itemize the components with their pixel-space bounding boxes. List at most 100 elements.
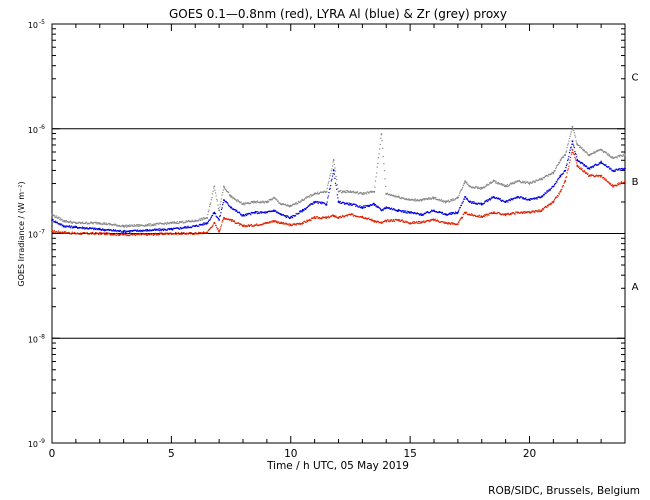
series-dot <box>572 143 574 145</box>
series-dot <box>417 199 420 201</box>
series-dot <box>211 226 213 228</box>
series-1-point-12 <box>230 206 232 209</box>
series-2-point-29 <box>397 195 400 198</box>
series-dot <box>549 189 551 191</box>
series-dot <box>531 181 534 183</box>
series-dot <box>447 223 449 225</box>
series-dot <box>164 232 166 234</box>
series-dot <box>140 230 142 233</box>
series-dot <box>510 214 512 216</box>
series-dot <box>531 182 533 184</box>
series-dot <box>109 234 111 236</box>
series-0-point-6 <box>170 232 173 235</box>
series-dot <box>405 212 408 214</box>
series-dot <box>576 142 578 144</box>
series-dot <box>100 231 102 234</box>
series-dot <box>486 183 488 185</box>
series-dot <box>565 150 568 152</box>
series-dot <box>339 190 341 192</box>
series-dot <box>138 230 140 233</box>
series-1-point-19 <box>301 209 304 212</box>
series-2-point-35 <box>464 180 466 183</box>
series-dot <box>302 209 304 211</box>
series-dot <box>139 225 141 227</box>
series-dot <box>96 223 98 225</box>
series-dot <box>299 211 301 213</box>
series-dot <box>120 234 122 236</box>
series-dot <box>505 215 507 217</box>
series-dot <box>376 166 378 168</box>
series-dot <box>573 145 575 147</box>
series-dot <box>160 229 162 231</box>
series-dot <box>156 233 158 235</box>
series-dot <box>443 222 445 225</box>
series-dot <box>158 233 161 236</box>
series-dot <box>288 225 290 227</box>
series-dot <box>551 201 553 203</box>
series-dot <box>376 206 378 208</box>
series-dot <box>574 156 576 159</box>
series-dot <box>382 222 384 224</box>
series-dot <box>579 145 581 147</box>
series-dot <box>432 218 435 220</box>
series-dot <box>568 156 570 158</box>
series-dot <box>74 225 76 227</box>
series-dot <box>380 208 382 211</box>
series-dot <box>363 207 365 209</box>
series-dot <box>525 197 527 199</box>
series-trace-2 <box>51 127 626 228</box>
series-dot <box>342 190 344 192</box>
series-dot <box>255 224 257 226</box>
series-1-point-25 <box>361 206 364 209</box>
series-dot <box>534 180 536 182</box>
series-dot <box>446 222 448 224</box>
series-dot <box>543 207 545 210</box>
series-dot <box>184 227 186 229</box>
series-dot <box>336 179 338 181</box>
series-dot <box>135 225 137 227</box>
series-dot <box>80 232 82 234</box>
series-0-point-48 <box>588 174 591 177</box>
series-dot <box>510 182 512 184</box>
series-dot <box>595 175 597 178</box>
series-dot <box>546 191 549 193</box>
series-1-point-23 <box>337 201 340 203</box>
series-dot <box>509 198 511 201</box>
series-dot <box>474 202 476 204</box>
series-dot <box>277 211 279 213</box>
series-dot <box>250 202 252 204</box>
series-dot <box>482 215 485 217</box>
series-0-point-5 <box>146 233 149 236</box>
series-dot <box>580 162 582 165</box>
series-dot <box>165 222 167 225</box>
series-dot <box>510 198 512 200</box>
series-1-point-42 <box>540 195 543 198</box>
series-dot <box>63 231 66 233</box>
series-dot <box>143 224 145 227</box>
series-dot <box>376 205 378 207</box>
series-dot <box>57 232 59 234</box>
series-dot <box>542 209 544 211</box>
series-dot <box>566 163 568 165</box>
series-dot <box>567 158 569 160</box>
series-dot <box>138 234 140 236</box>
series-dot <box>312 203 314 205</box>
series-dot <box>408 211 410 213</box>
series-dot <box>132 229 134 231</box>
series-dot <box>109 224 111 226</box>
series-0-point-49 <box>600 174 603 177</box>
series-dot <box>450 212 452 214</box>
series-dot <box>352 191 354 193</box>
series-dot <box>466 197 468 199</box>
series-dot <box>178 233 180 236</box>
series-dot <box>81 221 84 223</box>
series-dot <box>602 176 605 179</box>
series-dot <box>171 229 174 231</box>
series-dot <box>152 225 154 227</box>
series-dot <box>364 206 366 209</box>
series-dot <box>452 222 454 224</box>
series-dot <box>412 212 414 214</box>
series-dot <box>56 216 58 218</box>
series-dot <box>511 198 513 200</box>
series-dot <box>565 176 568 178</box>
